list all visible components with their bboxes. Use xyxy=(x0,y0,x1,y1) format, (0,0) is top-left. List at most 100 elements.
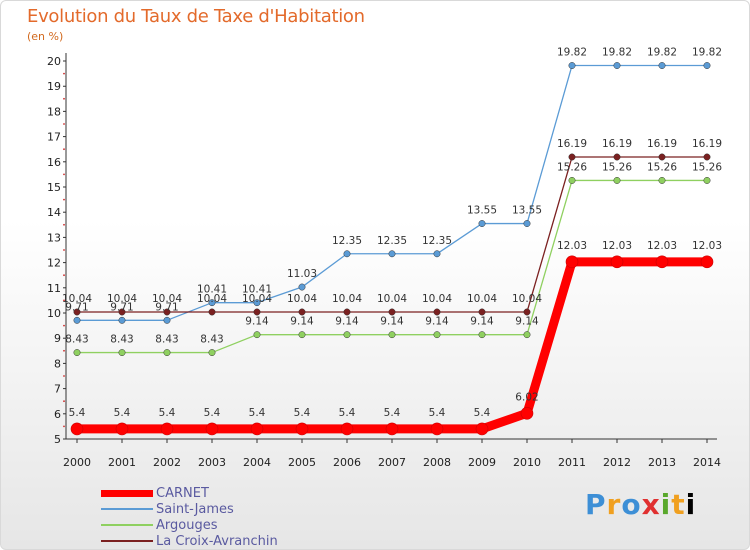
data-label: 9.14 xyxy=(470,316,494,328)
data-point xyxy=(430,422,444,436)
x-tick-label: 2005 xyxy=(288,456,316,469)
data-point xyxy=(613,176,621,184)
x-tick-label: 2007 xyxy=(378,456,406,469)
data-point xyxy=(160,422,174,436)
data-point xyxy=(478,308,486,316)
data-label: 9.71 xyxy=(65,301,88,313)
data-label: 9.14 xyxy=(425,316,449,328)
legend-swatch-carnet xyxy=(101,489,153,497)
data-point xyxy=(520,406,534,420)
data-label: 19.82 xyxy=(557,47,587,59)
data-point xyxy=(703,153,711,161)
data-point xyxy=(613,62,621,69)
data-label: 8.43 xyxy=(65,334,88,346)
data-label: 9.71 xyxy=(155,301,178,313)
data-label: 5.4 xyxy=(204,407,221,419)
y-minor-tick xyxy=(63,249,65,251)
data-label: 12.35 xyxy=(332,235,362,247)
y-minor-tick xyxy=(63,299,65,302)
y-minor-tick xyxy=(63,274,65,277)
data-point xyxy=(385,422,399,436)
y-tick-label: 16 xyxy=(47,156,61,169)
data-label: 10.41 xyxy=(197,284,227,296)
y-tick-label: 18 xyxy=(47,105,61,118)
data-point xyxy=(433,331,441,339)
data-label: 11.03 xyxy=(287,268,317,280)
data-label: 12.03 xyxy=(692,240,722,252)
data-point xyxy=(298,283,306,291)
data-point xyxy=(523,331,531,339)
x-tick-label: 2014 xyxy=(693,456,721,469)
data-label: 8.43 xyxy=(200,334,223,346)
data-labels: 5.4 5.4 5.4 5.4 5.4 5.4 5.4 5.4 5.4 5.4 6.02 12.03 1… xyxy=(62,47,722,419)
data-point xyxy=(568,62,576,69)
data-point xyxy=(163,349,171,357)
data-label: 15.26 xyxy=(692,161,722,173)
data-label: 10.04 xyxy=(152,293,182,305)
legend-item-carnet: CARNET xyxy=(101,485,278,501)
legend-swatch-argouges xyxy=(101,524,153,526)
data-point xyxy=(208,349,216,357)
data-label: 10.41 xyxy=(242,284,272,296)
data-point xyxy=(298,308,306,316)
data-label: 8.43 xyxy=(155,334,178,346)
data-label: 13.55 xyxy=(467,205,497,217)
data-label: 10.04 xyxy=(332,293,362,305)
data-point xyxy=(655,255,669,269)
data-label: 15.26 xyxy=(557,161,587,173)
data-label: 16.19 xyxy=(557,138,587,150)
data-label: 5.4 xyxy=(114,407,131,419)
data-label: 10.04 xyxy=(287,293,317,305)
x-tick-label: 2012 xyxy=(603,456,631,469)
y-minor-tick xyxy=(63,123,65,125)
data-point xyxy=(253,331,261,339)
data-point xyxy=(118,308,126,316)
data-label: 12.35 xyxy=(422,235,452,247)
y-tick-label: 13 xyxy=(47,231,61,244)
data-point xyxy=(115,422,129,436)
x-tick-label: 2006 xyxy=(333,456,361,469)
data-point xyxy=(250,422,264,436)
data-label: 9.14 xyxy=(515,316,539,328)
data-label: 5.4 xyxy=(474,407,491,419)
x-tick-label: 2010 xyxy=(513,456,541,469)
y-tick-label: 10 xyxy=(47,307,61,320)
y-minor-tick xyxy=(63,349,65,352)
data-point xyxy=(295,422,309,436)
legend-label-la-croix-avranchin: La Croix-Avranchin xyxy=(156,533,278,549)
legend-label-argouges: Argouges xyxy=(156,517,218,533)
data-point xyxy=(163,316,171,324)
data-point xyxy=(343,308,351,316)
data-label: 10.04 xyxy=(512,293,542,305)
y-minor-tick xyxy=(63,425,65,428)
legend-item-saint-james: Saint-James xyxy=(101,501,278,517)
legend-swatch-la-croix-avranchin xyxy=(101,540,153,542)
y-minor-tick xyxy=(63,223,65,226)
data-label: 10.04 xyxy=(107,293,137,305)
y-minor-tick xyxy=(63,375,65,377)
data-point xyxy=(523,308,531,316)
x-tick-label: 2013 xyxy=(648,456,676,469)
legend-label-carnet: CARNET xyxy=(156,485,209,501)
y-tick-label: 5 xyxy=(54,433,61,446)
y-tick-label: 11 xyxy=(47,282,61,295)
data-point xyxy=(700,255,714,269)
data-label: 19.82 xyxy=(647,47,677,59)
y-tick-label: 15 xyxy=(47,181,61,194)
data-label: 5.4 xyxy=(429,407,446,419)
data-label: 12.03 xyxy=(557,240,587,252)
data-label: 5.4 xyxy=(384,407,401,419)
data-label: 8.43 xyxy=(110,334,133,346)
data-label: 5.4 xyxy=(159,407,176,419)
data-label: 5.4 xyxy=(69,407,86,419)
data-point xyxy=(523,220,531,227)
data-point xyxy=(658,176,666,184)
data-point xyxy=(565,255,579,269)
data-label: 16.19 xyxy=(692,138,722,150)
data-point xyxy=(478,220,486,227)
data-point xyxy=(253,299,261,307)
data-point xyxy=(205,422,219,436)
data-label: 12.03 xyxy=(602,240,632,252)
x-tick-label: 2008 xyxy=(423,456,451,469)
data-point xyxy=(568,153,576,161)
